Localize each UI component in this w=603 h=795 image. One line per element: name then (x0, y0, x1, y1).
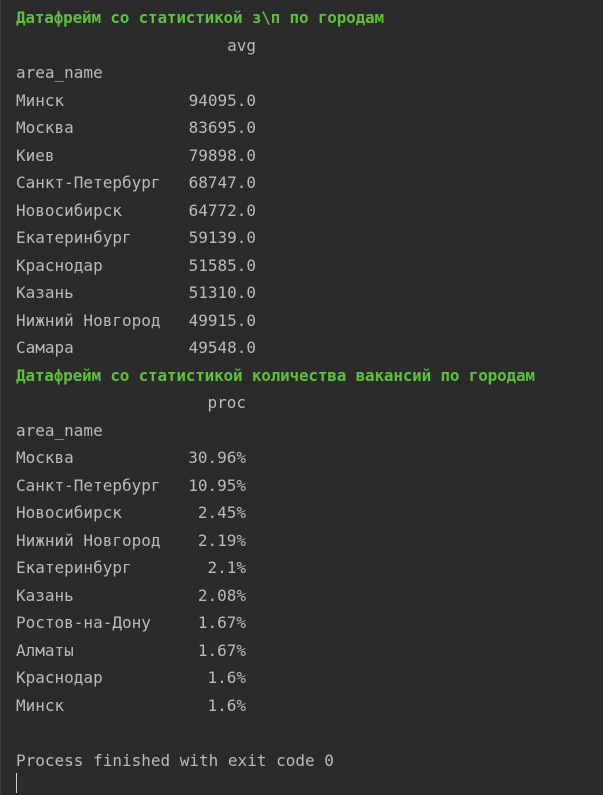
city-value: 51585.0 (188, 255, 256, 275)
text-caret (16, 773, 17, 793)
city-name: Казань (16, 585, 74, 605)
city-name: Новосибирск (16, 503, 122, 522)
table-row: Санкт-Петербург 10.95% (16, 472, 603, 500)
city-name: Екатеринбург (16, 228, 132, 247)
city-name: Ростов-на-Дону (16, 613, 151, 632)
table-row: Москва 30.96% (16, 444, 603, 472)
city-name: Краснодар (16, 255, 103, 275)
proc-column-label: proc (207, 393, 246, 412)
table-row: Казань 51310.0 (16, 279, 603, 307)
table-row: Новосибирск 64772.0 (16, 197, 603, 225)
table-row: Нижний Новгород 49915.0 (16, 307, 603, 335)
city-value: 2.19% (197, 530, 246, 550)
city-value: 30.96% (188, 448, 246, 467)
table-row: Нижний Новгород 2.19% (16, 527, 603, 555)
city-name: Москва (16, 448, 74, 467)
table-row: Краснодар 1.6% (16, 664, 603, 692)
table-row: Минск 94095.0 (16, 87, 603, 115)
city-name: Минск (16, 90, 65, 110)
table-row: Екатеринбург 2.1% (16, 554, 603, 582)
city-value: 2.1% (207, 558, 246, 577)
city-value: 59139.0 (188, 228, 256, 247)
city-value: 51310.0 (188, 283, 256, 302)
table-row: Ростов-на-Дону 1.67% (16, 609, 603, 637)
city-value: 1.6% (207, 668, 246, 687)
city-name: Краснодар (16, 668, 103, 687)
salary-table-heading: Датафрейм со статистикой з\п по городам (16, 8, 384, 27)
city-value: 94095.0 (188, 90, 256, 110)
salary-index-name: area_name (16, 63, 103, 82)
city-value: 49548.0 (188, 338, 256, 357)
table-row: Казань 2.08% (16, 582, 603, 610)
vacancy-table-heading: Датафрейм со статистикой количества вака… (16, 365, 535, 385)
city-value: 2.08% (197, 585, 246, 605)
city-name: Киев (16, 145, 55, 165)
city-name: Санкт-Петербург (16, 173, 161, 192)
city-name: Москва (16, 118, 74, 137)
table-row: Киев 79898.0 (16, 142, 603, 170)
city-name: Казань (16, 283, 74, 302)
salary-table-rows: Минск 94095.0 Москва 83695.0 Киев 79898.0 Санк… (16, 87, 603, 362)
city-name: Самара (16, 338, 74, 357)
city-value: 10.95% (188, 475, 246, 495)
table-row: Самара 49548.0 (16, 334, 603, 362)
city-name: Нижний Новгород (16, 310, 161, 330)
city-name: Екатеринбург (16, 558, 132, 577)
vacancy-table-rows: Москва 30.96% Санкт-Петербург 10.95% Новосиб… (16, 444, 603, 719)
table-row: Алматы 1.67% (16, 637, 603, 665)
city-value: 49915.0 (188, 310, 256, 330)
blank-line (16, 719, 603, 747)
city-name: Нижний Новгород (16, 530, 161, 550)
city-value: 1.67% (197, 640, 246, 660)
table-row: Санкт-Петербург 68747.0 (16, 169, 603, 197)
city-value: 1.67% (197, 613, 246, 632)
city-name: Минск (16, 695, 65, 715)
table-row: Москва 83695.0 (16, 114, 603, 142)
city-name: Алматы (16, 640, 74, 660)
vacancy-column-header: proc (16, 389, 603, 417)
city-value: 64772.0 (188, 200, 256, 220)
salary-column-header: avg (16, 32, 603, 60)
table-row: Минск 1.6% (16, 692, 603, 720)
table-row: Новосибирск 2.45% (16, 499, 603, 527)
process-finished-message: Process finished with exit code 0 (16, 750, 334, 770)
avg-column-label: avg (227, 35, 256, 55)
city-value: 1.6% (207, 695, 246, 715)
table-row: Краснодар 51585.0 (16, 252, 603, 280)
city-value: 79898.0 (188, 145, 256, 165)
city-name: Санкт-Петербург (16, 475, 161, 495)
city-value: 2.45% (197, 503, 246, 522)
vacancy-index-name: area_name (16, 420, 103, 440)
city-name: Новосибирск (16, 200, 122, 220)
city-value: 68747.0 (188, 173, 256, 192)
city-value: 83695.0 (188, 118, 256, 137)
table-row: Екатеринбург 59139.0 (16, 224, 603, 252)
